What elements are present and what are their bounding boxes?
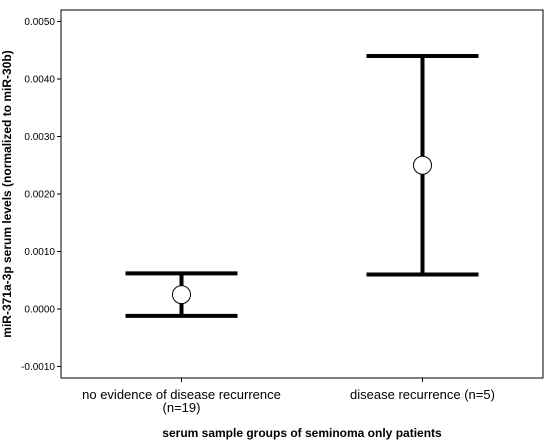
y-tick-label: -0.0010 [21, 362, 55, 373]
y-axis-title: miR-371a-3p serum levels (normalized to … [0, 50, 14, 337]
error-bar-marks [125, 54, 479, 318]
x-category-label: (n=19) [163, 400, 201, 415]
plot-frame [60, 9, 544, 379]
x-category-label: no evidence of disease recurrence [82, 387, 281, 402]
y-tick-label: 0.0050 [24, 17, 55, 28]
y-axis-ticks: -0.0010 0.0000 0.0010 0.0020 0.0030 0.0040 0.0… [21, 17, 61, 373]
y-tick-label: 0.0000 [24, 305, 55, 316]
mean-marker [172, 285, 191, 305]
y-tick-label: 0.0030 [24, 132, 55, 143]
y-tick-label: 0.0010 [24, 247, 55, 258]
y-tick-label: 0.0040 [24, 75, 55, 86]
x-axis-title: serum sample groups of seminoma only pat… [162, 426, 442, 440]
y-tick-label: 0.0020 [24, 190, 55, 201]
mean-marker [413, 155, 432, 175]
x-axis-category-labels: no evidence of disease recurrence(n=19) d… [82, 378, 495, 415]
x-category-label: disease recurrence (n=5) [350, 387, 495, 402]
